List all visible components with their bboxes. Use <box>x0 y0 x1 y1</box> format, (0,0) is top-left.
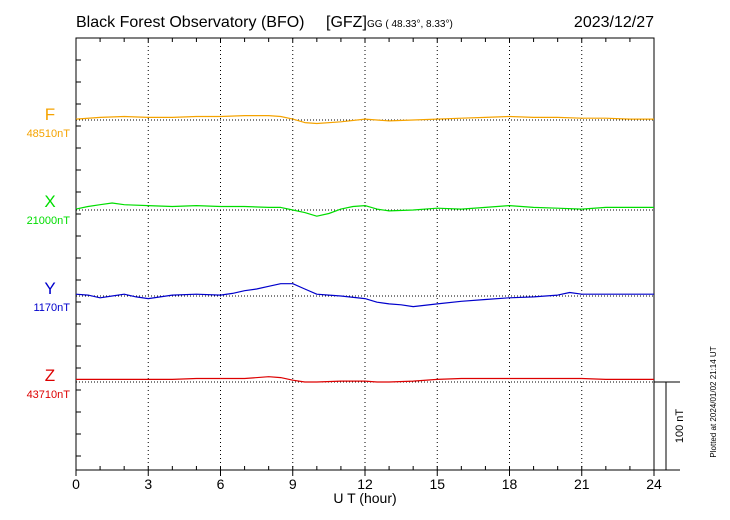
series-name-z: Z <box>45 366 55 385</box>
x-tick-label: 0 <box>72 476 80 492</box>
x-tick-label: 24 <box>646 476 662 492</box>
x-tick-label: 12 <box>357 476 373 492</box>
series-name-x: X <box>44 192 55 211</box>
plotted-at-note: Plotted at 2024/01/02 21:14 UT <box>709 346 718 457</box>
coordinates-label: GG ( 48.33°, 8.33°) <box>367 19 453 30</box>
series-baseline-z: 43710nT <box>27 389 71 401</box>
x-tick-label: 3 <box>144 476 152 492</box>
series-line-z <box>76 376 654 383</box>
series-name-y: Y <box>44 279 55 298</box>
series-layer <box>75 115 654 383</box>
ticks-layer: 0 3 6 9 12 15 18 21 24 <box>72 38 662 492</box>
x-tick-label: 9 <box>289 476 297 492</box>
chart-title: Black Forest Observatory (BFO) <box>76 14 305 31</box>
series-line-f <box>75 115 654 125</box>
x-tick-label: 6 <box>217 476 225 492</box>
x-axis-label: U T (hour) <box>333 490 396 506</box>
grid-layer <box>147 38 583 470</box>
x-tick-label: 15 <box>429 476 445 492</box>
scale-bar: 100 nT <box>654 381 686 471</box>
series-name-f: F <box>45 105 55 124</box>
series-label-layer: F 48510nT X 21000nT Y 1170nT Z 43710nT <box>27 105 71 401</box>
series-baseline-x: 21000nT <box>27 215 71 227</box>
series-baseline-y: 1170nT <box>34 302 71 314</box>
x-tick-label: 18 <box>502 476 518 492</box>
date-label: 2023/12/27 <box>574 14 654 31</box>
series-line-y <box>75 283 654 308</box>
x-tick-label: 21 <box>574 476 590 492</box>
baseline-layer <box>76 119 654 383</box>
series-baseline-f: 48510nT <box>27 128 71 140</box>
scale-bar-label: 100 nT <box>674 409 686 444</box>
series-line-x <box>75 202 654 217</box>
institute-label: [GFZ] <box>326 14 367 31</box>
